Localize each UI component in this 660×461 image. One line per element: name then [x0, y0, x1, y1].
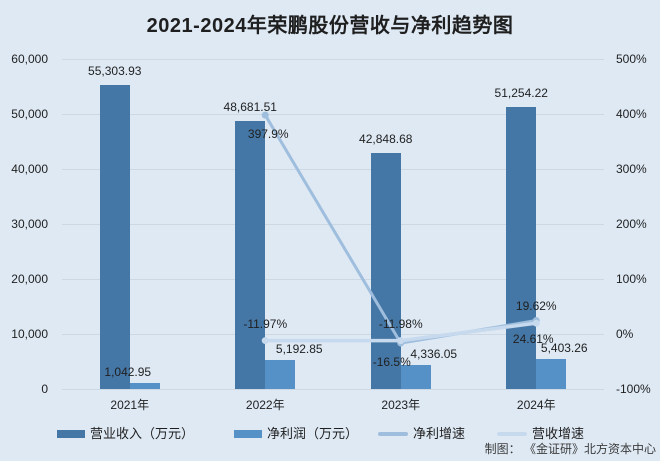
revenue-growth-label: 19.62%: [515, 299, 557, 314]
chart-title: 2021-2024年荣鹏股份营收与净利趋势图: [146, 15, 514, 37]
x-axis-category-label: 2023年: [381, 398, 421, 412]
revenue-value-label: 51,254.22: [494, 86, 548, 101]
revenue-bar: [99, 84, 130, 389]
gridline: [62, 168, 604, 170]
profit-value-label: 1,042.95: [104, 365, 152, 380]
x-axis-category-label: 2021年: [110, 398, 150, 412]
profit-growth-line: [264, 114, 537, 345]
profit-bar: [536, 359, 567, 389]
profit-growth-point: [261, 111, 269, 119]
y-axis-right-tick-label: 300%: [616, 162, 647, 176]
legend-item-label: 净利增速: [413, 426, 466, 441]
revenue-bar: [370, 153, 401, 389]
revenue-growth-label: -11.98%: [378, 316, 423, 331]
y-axis-left-tick-label: 0: [41, 382, 48, 396]
legend-item-label: 营业收入（万元）: [90, 426, 195, 441]
revenue-bar: [235, 121, 266, 389]
revenue-growth-point: [397, 337, 405, 345]
gridline: [62, 333, 604, 335]
y-axis-right-tick-label: 400%: [616, 107, 647, 121]
legend-item: 净利增速: [378, 427, 465, 441]
gridline: [62, 388, 604, 390]
legend-line-swatch: [497, 432, 527, 436]
y-axis-left-tick-label: 10,000: [11, 327, 48, 341]
profit-bar: [265, 360, 296, 389]
gridline: [62, 278, 604, 280]
gridline: [62, 58, 604, 60]
revenue-value-label: 42,848.68: [359, 132, 413, 147]
y-axis-left-tick-label: 20,000: [11, 272, 48, 286]
y-axis-left-tick-label: 40,000: [11, 162, 48, 176]
y-axis-right-tick-label: 0%: [616, 327, 634, 341]
profit-bar: [129, 383, 160, 389]
legend-item-label: 营收增速: [532, 426, 585, 441]
credit-text: 制图： 《金证研》北方资本中心: [484, 442, 656, 456]
x-axis-category-label: 2024年: [516, 398, 556, 412]
revenue-growth-point: [261, 337, 269, 345]
profit-value-label: 4,336.05: [410, 347, 458, 362]
y-axis-left-tick-label: 50,000: [11, 107, 48, 121]
y-axis-right-tick-label: 200%: [616, 217, 647, 231]
revenue-growth-point: [532, 319, 540, 327]
gridline: [62, 223, 604, 225]
legend-bar-swatch: [234, 430, 262, 438]
profit-growth-label: -16.5%: [372, 355, 411, 370]
revenue-value-label: 55,303.93: [88, 63, 142, 78]
legend-item: 净利润（万元）: [234, 427, 358, 441]
y-axis-left-tick-label: 30,000: [11, 217, 48, 231]
y-axis-left-tick-label: 60,000: [11, 52, 48, 66]
revenue-value-label: 48,681.51: [223, 100, 277, 115]
revenue-growth-label: -11.97%: [243, 316, 288, 331]
profit-bar: [400, 365, 431, 389]
profit-growth-label: 397.9%: [247, 127, 289, 142]
legend-item: 营收增速: [497, 427, 584, 441]
legend-item: 营业收入（万元）: [57, 427, 194, 441]
legend-bar-swatch: [57, 430, 85, 438]
profit-value-label: 5,403.26: [540, 341, 588, 356]
y-axis-right-tick-label: -100%: [616, 382, 651, 396]
y-axis-right-tick-label: 500%: [616, 52, 647, 66]
legend-item-label: 净利润（万元）: [267, 426, 359, 441]
legend-line-swatch: [378, 432, 408, 436]
x-axis-category-label: 2022年: [245, 398, 285, 412]
y-axis-right-tick-label: 100%: [616, 272, 647, 286]
revenue-bar: [506, 107, 537, 389]
profit-value-label: 5,192.85: [275, 342, 323, 357]
profit-growth-label: 24.61%: [512, 332, 554, 347]
gridline: [62, 113, 604, 115]
